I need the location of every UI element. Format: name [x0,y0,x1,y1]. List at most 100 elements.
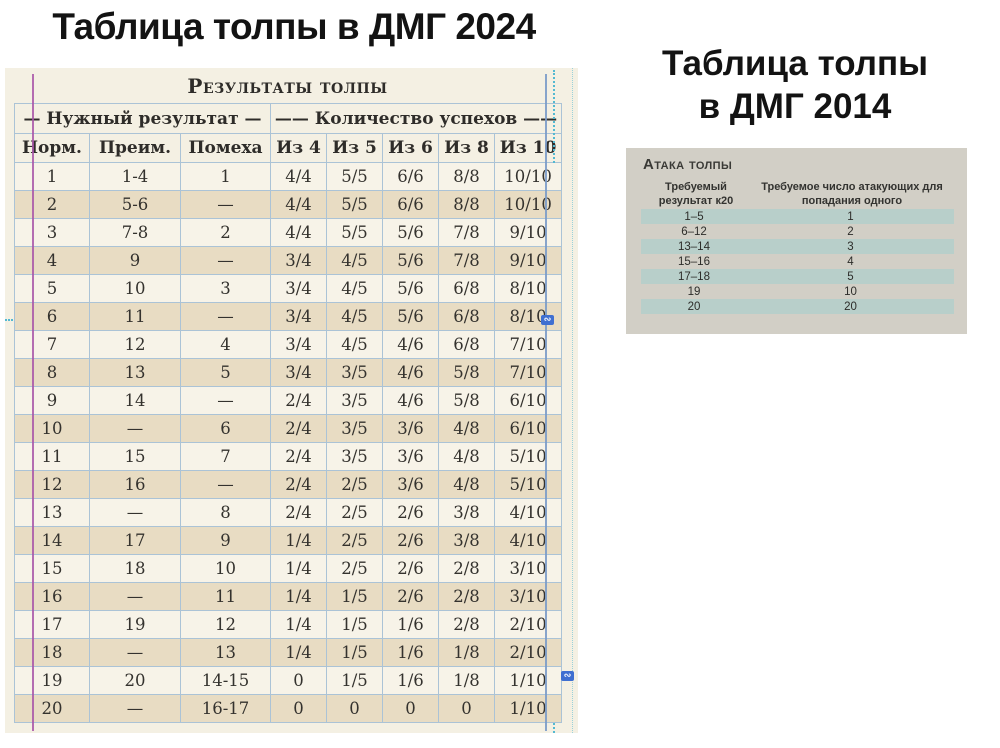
mob-attack-rows: 1–5 1 6–12 2 13–14 3 15–16 4 17–18 5 19 10 20 20 [641,209,954,314]
table-cell: 1/5 [326,638,384,667]
table-cell: 4 [847,255,854,268]
column-header-disadvantage: Помеха [179,133,272,163]
table-cell: 7/8 [438,218,496,247]
table-cell: 5/8 [438,358,496,387]
annotation-line-blue [545,74,547,731]
table-cell: 0 [438,694,496,723]
table-row: 17–18 5 [641,269,954,284]
table-row: 7 12 4 3/4 4/5 4/6 6/8 7/10 [14,330,563,359]
title-dmg-2024: Таблица толпы в ДМГ 2024 [52,6,536,47]
table-cell: 15–16 [678,255,710,268]
table-cell: 10/10 [494,162,563,191]
table-cell: 2/10 [494,610,563,639]
table-cell: 9 [14,386,90,415]
table-cell: 15 [89,442,181,471]
table-cell: — [179,246,272,275]
table-cell: 9/10 [494,218,563,247]
table-row: 1 1-4 1 4/4 5/5 6/6 8/8 10/10 [14,162,563,191]
table-cell: 4/5 [326,330,384,359]
table-cell: 2 [179,218,272,247]
dmg-2024-table-scan: Результаты толпы — Нужный результат — ——… [5,68,578,733]
table-cell: 8 [179,498,272,527]
table-cell: 13 [89,358,181,387]
table-row: 10—6 2/4 3/5 3/6 4/8 6/10 [14,414,563,443]
table-cell: 1/4 [270,526,328,555]
link-annotation-icon[interactable]: ∾ [541,315,554,325]
table-cell: 16 [89,470,181,499]
table-cell: 5/6 [382,274,440,303]
table-cell: 5/5 [326,162,384,191]
table-cell: 14 [14,526,90,555]
mob-results-table: — Нужный результат — —— Количество успех… [13,103,563,723]
table-cell: 8 [14,358,90,387]
table-cell: 12 [179,610,272,639]
link-annotation-icon[interactable]: ∾ [561,671,574,681]
table-cell: 1–5 [684,210,704,223]
table-cell: 5/8 [438,386,496,415]
table-row: 3 7-8 2 4/4 5/5 5/6 7/8 9/10 [14,218,563,247]
table-cell: 7/10 [494,358,563,387]
table-cell: 5/6 [382,246,440,275]
table-cell: — [89,414,181,443]
table-cell: 14 [89,386,181,415]
annotation-dotted-bottom-right [553,723,555,733]
column-header-of-4: Из 4 [270,133,328,163]
table-cell: 19 [687,285,701,298]
table-cell: 13 [14,498,90,527]
table-row: 15 18 10 1/4 2/5 2/6 2/8 3/10 [14,554,563,583]
table-cell: 18 [14,638,90,667]
table-cell: 1/4 [270,582,328,611]
table-cell: 7/8 [438,246,496,275]
dmg-2014-table-scan: Атака толпы Требуемый результат к20 Треб… [626,148,967,334]
table-cell: 1/10 [494,694,563,723]
column-header-of-6: Из 6 [382,133,440,163]
table-cell: 0 [270,694,328,723]
table-cell: 11 [89,302,181,331]
table-cell: 4/5 [326,302,384,331]
table-row: 14 17 9 1/4 2/5 2/6 3/8 4/10 [14,526,563,555]
table-cell: 2/4 [270,386,328,415]
mob-attack-title: Атака толпы [643,156,733,173]
table-cell: 20 [14,694,90,723]
table-cell: 6/8 [438,302,496,331]
table-cell: 7 [179,442,272,471]
table-row: 20 20 [641,299,954,314]
table-cell: 5-6 [89,190,181,219]
table-cell: 3/5 [326,414,384,443]
table-row: 20—16-17 0 0 0 0 1/10 [14,694,563,723]
column-header-attackers-needed: Требуемое число атакующих для попадания … [761,181,943,208]
table-cell: 3/4 [270,330,328,359]
table-cell: 10/10 [494,190,563,219]
table-row: 1–5 1 [641,209,954,224]
table-cell: 1 [179,162,272,191]
table-cell: 2/8 [438,582,496,611]
table-cell: 13 [179,638,272,667]
column-header-of-10: Из 10 [494,133,563,163]
table-cell: 6/6 [382,162,440,191]
table-cell: 1/10 [494,666,563,695]
table-cell: 7-8 [89,218,181,247]
column-header-of-8: Из 8 [438,133,496,163]
table-cell: 3 [847,240,854,253]
table-cell: 16-17 [179,694,272,723]
table-cell: 1-4 [89,162,181,191]
table-cell: 6/10 [494,386,563,415]
table-cell: 4/10 [494,498,563,527]
table-cell: 6/8 [438,274,496,303]
table-cell: 6 [179,414,272,443]
table-cell: 12 [89,330,181,359]
table-cell: 1/8 [438,666,496,695]
table-cell: 9 [89,246,181,275]
table-cell: 0 [382,694,440,723]
table-cell: 0 [326,694,384,723]
table-row: 18—13 1/4 1/5 1/6 1/8 2/10 [14,638,563,667]
table-row: 5 10 3 3/4 4/5 5/6 6/8 8/10 [14,274,563,303]
table-cell: — [89,582,181,611]
table-cell: 17–18 [678,270,710,283]
table-cell: 3/4 [270,246,328,275]
table-cell: 3/4 [270,274,328,303]
table-cell: 4/4 [270,162,328,191]
table-cell: 2 [14,190,90,219]
table-cell: 2/6 [382,498,440,527]
table-cell: 3/10 [494,582,563,611]
